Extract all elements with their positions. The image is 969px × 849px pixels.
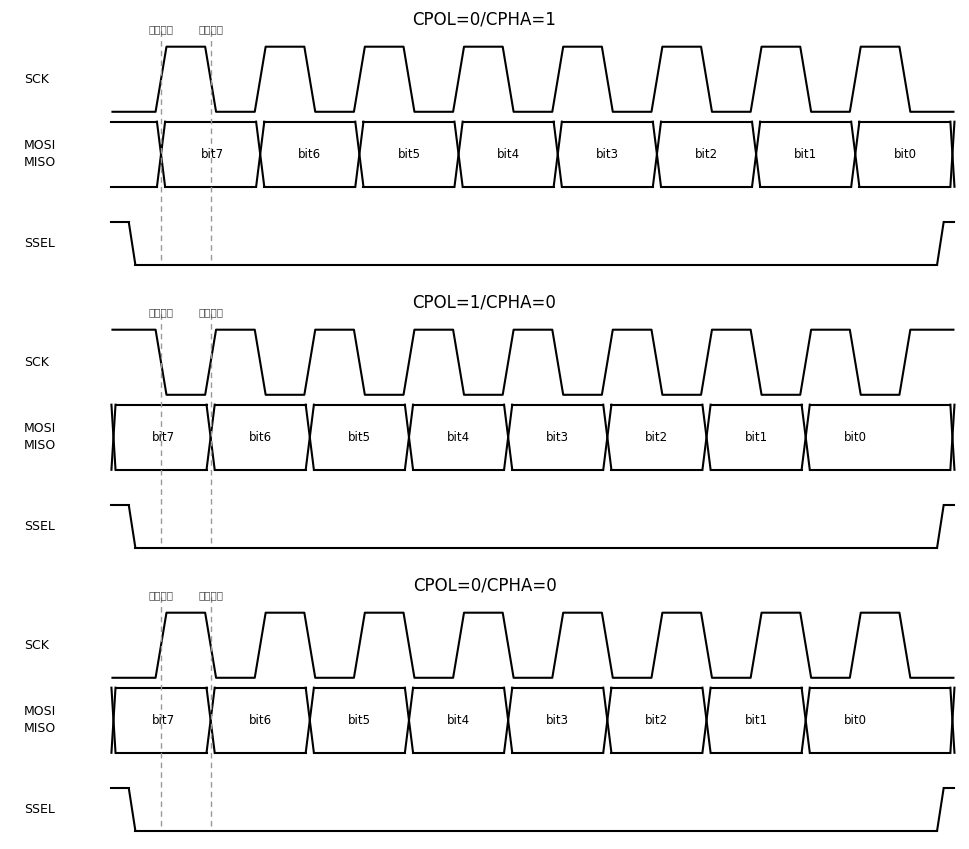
Text: bit6: bit6 — [249, 430, 271, 444]
Text: bit3: bit3 — [596, 148, 619, 160]
Text: bit5: bit5 — [397, 148, 421, 160]
Text: bit5: bit5 — [348, 430, 371, 444]
Text: MISO: MISO — [24, 439, 56, 453]
Text: SSEL: SSEL — [24, 520, 55, 533]
Text: SSEL: SSEL — [24, 803, 55, 816]
Text: bit3: bit3 — [547, 714, 569, 727]
Text: bit4: bit4 — [447, 430, 470, 444]
Text: bit7: bit7 — [151, 430, 174, 444]
Text: bit0: bit0 — [844, 714, 867, 727]
Text: 数据采样: 数据采样 — [148, 590, 173, 600]
Text: bit2: bit2 — [695, 148, 718, 160]
Text: 数据采样: 数据采样 — [198, 24, 223, 34]
Text: bit6: bit6 — [298, 148, 322, 160]
Text: SCK: SCK — [24, 73, 49, 86]
Text: MISO: MISO — [24, 722, 56, 735]
Text: 数据输出: 数据输出 — [198, 307, 223, 317]
Text: bit0: bit0 — [893, 148, 917, 160]
Text: 数据输出: 数据输出 — [148, 24, 173, 34]
Text: bit1: bit1 — [744, 714, 767, 727]
Text: CPOL=1/CPHA=0: CPOL=1/CPHA=0 — [413, 294, 556, 312]
Text: 数据输出: 数据输出 — [198, 590, 223, 600]
Text: SCK: SCK — [24, 356, 49, 368]
Text: bit7: bit7 — [151, 714, 174, 727]
Text: bit0: bit0 — [844, 430, 867, 444]
Text: bit4: bit4 — [447, 714, 470, 727]
Text: CPOL=0/CPHA=0: CPOL=0/CPHA=0 — [413, 576, 556, 595]
Text: bit1: bit1 — [795, 148, 817, 160]
Text: MOSI: MOSI — [24, 139, 56, 152]
Text: MISO: MISO — [24, 156, 56, 169]
Text: bit2: bit2 — [645, 430, 669, 444]
Text: SCK: SCK — [24, 638, 49, 652]
Text: bit6: bit6 — [249, 714, 271, 727]
Text: SSEL: SSEL — [24, 237, 55, 250]
Text: MOSI: MOSI — [24, 422, 56, 436]
Text: CPOL=0/CPHA=1: CPOL=0/CPHA=1 — [413, 11, 556, 29]
Text: 数据采样: 数据采样 — [148, 307, 173, 317]
Text: bit7: bit7 — [202, 148, 224, 160]
Text: bit4: bit4 — [496, 148, 519, 160]
Text: bit2: bit2 — [645, 714, 669, 727]
Text: bit1: bit1 — [744, 430, 767, 444]
Text: bit5: bit5 — [348, 714, 371, 727]
Text: MOSI: MOSI — [24, 706, 56, 718]
Text: bit3: bit3 — [547, 430, 569, 444]
